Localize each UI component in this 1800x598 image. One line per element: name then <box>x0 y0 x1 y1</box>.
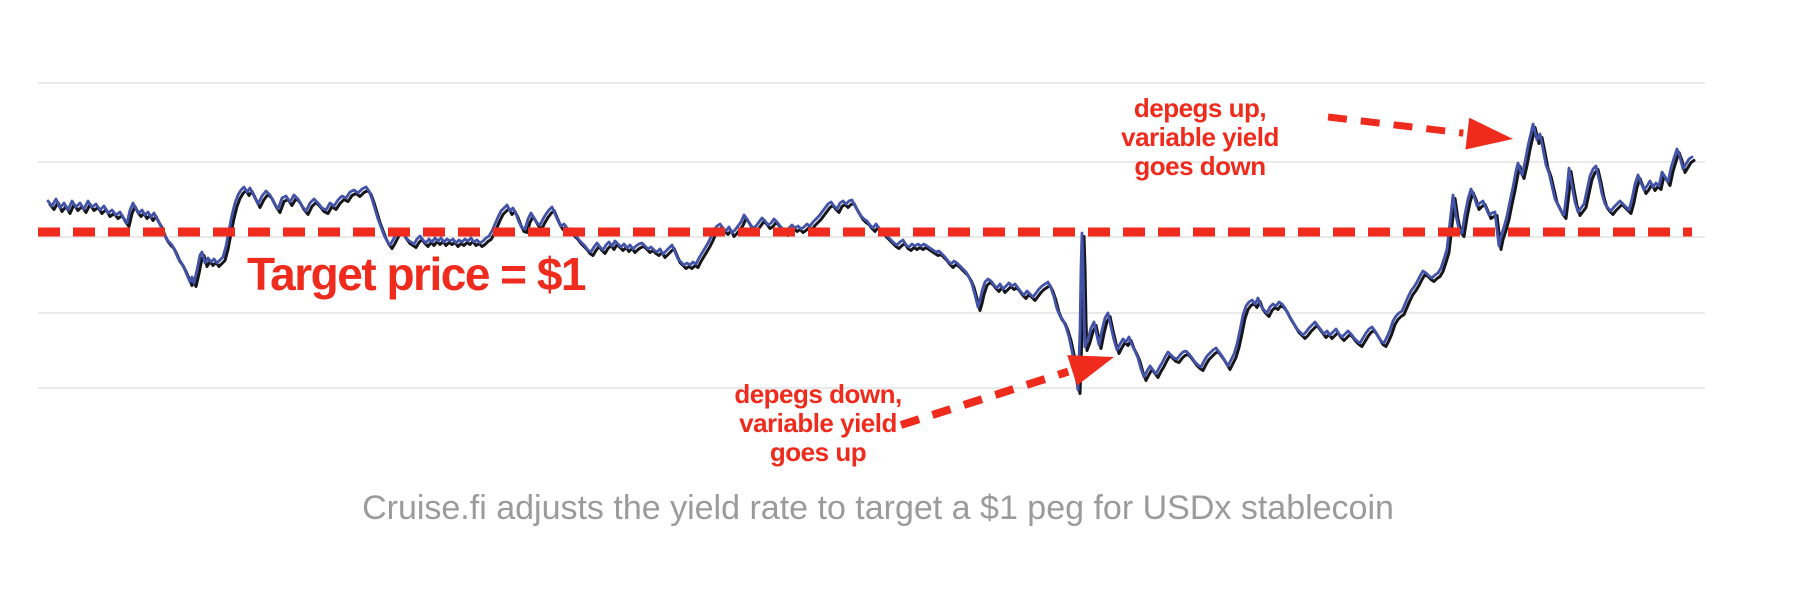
annotation-depeg-up-line3: goes down <box>1134 151 1266 181</box>
depeg-up-arrow-shaft <box>1327 113 1464 137</box>
target-price-label: Target price = $1 <box>247 248 587 300</box>
depeg-down-arrow-head <box>1067 355 1114 386</box>
annotation-depeg-down-line3: goes up <box>769 437 867 467</box>
annotation-depeg-down-line1: depegs down, <box>734 379 902 409</box>
annotation-depeg-down-line2: variable yield <box>739 408 897 438</box>
depeg-up-arrow-head <box>1465 117 1513 150</box>
annotation-depeg-up: depegs up, variable yield goes down <box>1121 94 1279 181</box>
annotation-depeg-up-line1: depegs up, <box>1133 93 1267 123</box>
depeg-down-arrow-shaft <box>899 367 1070 429</box>
price-line <box>46 122 1694 392</box>
annotation-depeg-down: depegs down, variable yield goes up <box>734 379 902 467</box>
annotation-depeg-up-line2: variable yield <box>1121 122 1279 152</box>
figure-caption: Cruise.fi adjusts the yield rate to targ… <box>362 489 1394 527</box>
